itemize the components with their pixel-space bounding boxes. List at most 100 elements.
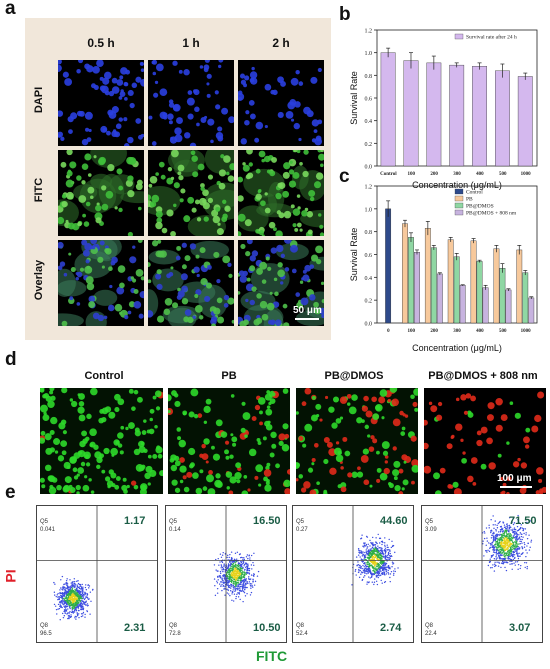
q8-value: 72.8 [169,631,181,637]
q2-value: 1.17 [124,515,146,527]
y-tick-label: 0.8 [365,74,373,80]
row-label-fitc: FITC [33,177,45,203]
x-tick-label: 100 [408,172,416,177]
bar [528,297,535,324]
q2-value: 71.50 [509,515,537,527]
y-tick-label: 1.0 [365,207,373,213]
bar [470,240,477,324]
x-tick-label: 300 [453,172,461,177]
d-title-pbdmos: PB@DMOS [324,370,384,382]
bar [380,52,396,167]
q5-value: 0.041 [40,527,56,533]
bar [447,239,454,324]
legend-swatch [454,188,464,195]
legend-swatch [454,33,464,40]
bar [516,249,523,324]
scalebar-a [295,318,319,320]
x-tick-label: 1000 [521,172,532,177]
legend-swatch [454,202,464,209]
legend-swatch [454,195,464,202]
d-title-control: Control [84,370,124,382]
panel-label-a: a [5,0,16,19]
y-tick-label: 1.2 [365,185,373,191]
x-tick-label: 400 [476,329,484,334]
bar [414,252,420,324]
q8-label: Q8 [40,623,49,629]
scalebar-label-a: 50 μm [293,305,322,316]
bar [408,237,414,324]
bar [453,256,460,324]
q5-value: 0.14 [169,527,181,533]
q8-value: 52.4 [296,631,308,637]
q5-label: Q5 [40,519,49,525]
live-dead-pb [168,388,290,494]
y-tick-label: 1.0 [365,51,373,57]
e-xlabel: FITC [256,648,288,664]
legend-swatch [454,209,464,216]
x-tick-label: 200 [430,329,438,334]
bar [495,70,510,167]
x-axis-label: Concentration (μg/mL) [412,180,502,190]
time-label-2: 2 h [272,36,290,50]
q4-value: 2.74 [380,622,402,634]
x-tick-label: 400 [476,172,484,177]
x-tick-label: 0 [387,329,390,334]
y-tick-label: 0.8 [365,230,373,236]
bar [482,287,489,324]
d-title-pbdmos-808: PB@DMOS + 808 nm [428,370,538,382]
micrograph-fitc-2 [238,150,324,236]
bar [436,273,443,324]
x-tick-label: 500 [499,329,507,334]
micrograph-fitc-0 [58,150,144,236]
bar [459,285,466,324]
legend-entry: Control [466,190,483,196]
legend-entry: PB [466,197,473,203]
y-tick-label: 0.6 [365,97,373,103]
e-ylabel: PI [2,569,19,583]
micrograph-dapi-1 [148,60,234,146]
bar [493,248,500,324]
bar [505,289,512,324]
flow-plot-3 [421,505,543,643]
micrograph-dapi-2 [238,60,324,146]
flow-plot-1 [165,505,287,643]
live-dead-pbdmos [296,388,418,494]
y-tick-label: 0.6 [365,253,373,259]
bar [403,60,419,167]
flow-plot-2 [292,505,414,643]
y-tick-label: 0.0 [365,322,373,328]
q4-value: 10.50 [253,622,281,634]
flow-plot-0 [36,505,158,643]
q5-value: 3.09 [425,527,437,533]
q4-value: 3.07 [509,622,531,634]
micrograph-overlay-0 [58,240,144,326]
x-tick-label: 300 [453,329,461,334]
scalebar-label-d: 100 μm [497,473,532,484]
q5-label: Q5 [169,519,178,525]
bar [402,223,408,324]
q5-label: Q5 [425,519,434,525]
chart-c: 0.0 0.2 0.4 0.6 0.8 1.0 1.2 0 100 200 300 400 500 100… [349,185,538,353]
d-title-pb: PB [221,370,237,382]
bar [499,267,506,324]
live-dead-control [40,388,163,494]
q8-value: 96.5 [40,631,52,637]
q4-value: 2.31 [124,622,146,634]
y-axis-label: Survival Rate [349,71,359,125]
scalebar-d [500,486,532,488]
micrograph-fitc-1 [148,150,234,236]
time-label-1: 1 h [182,36,200,50]
row-label-overlay: Overlay [33,259,45,301]
q8-label: Q8 [169,623,178,629]
legend-entry: Survival rate after 24 h [466,34,517,41]
bar [517,76,533,167]
bar [426,62,442,167]
panel-label-e: e [5,482,16,503]
y-tick-label: 0.4 [365,119,373,125]
q8-label: Q8 [296,623,305,629]
x-axis-label: Concentration (μg/mL) [412,343,502,353]
y-tick-label: 0.4 [365,276,373,282]
bar [430,247,437,324]
q2-value: 44.60 [380,515,408,527]
x-tick-label: 200 [430,172,438,177]
